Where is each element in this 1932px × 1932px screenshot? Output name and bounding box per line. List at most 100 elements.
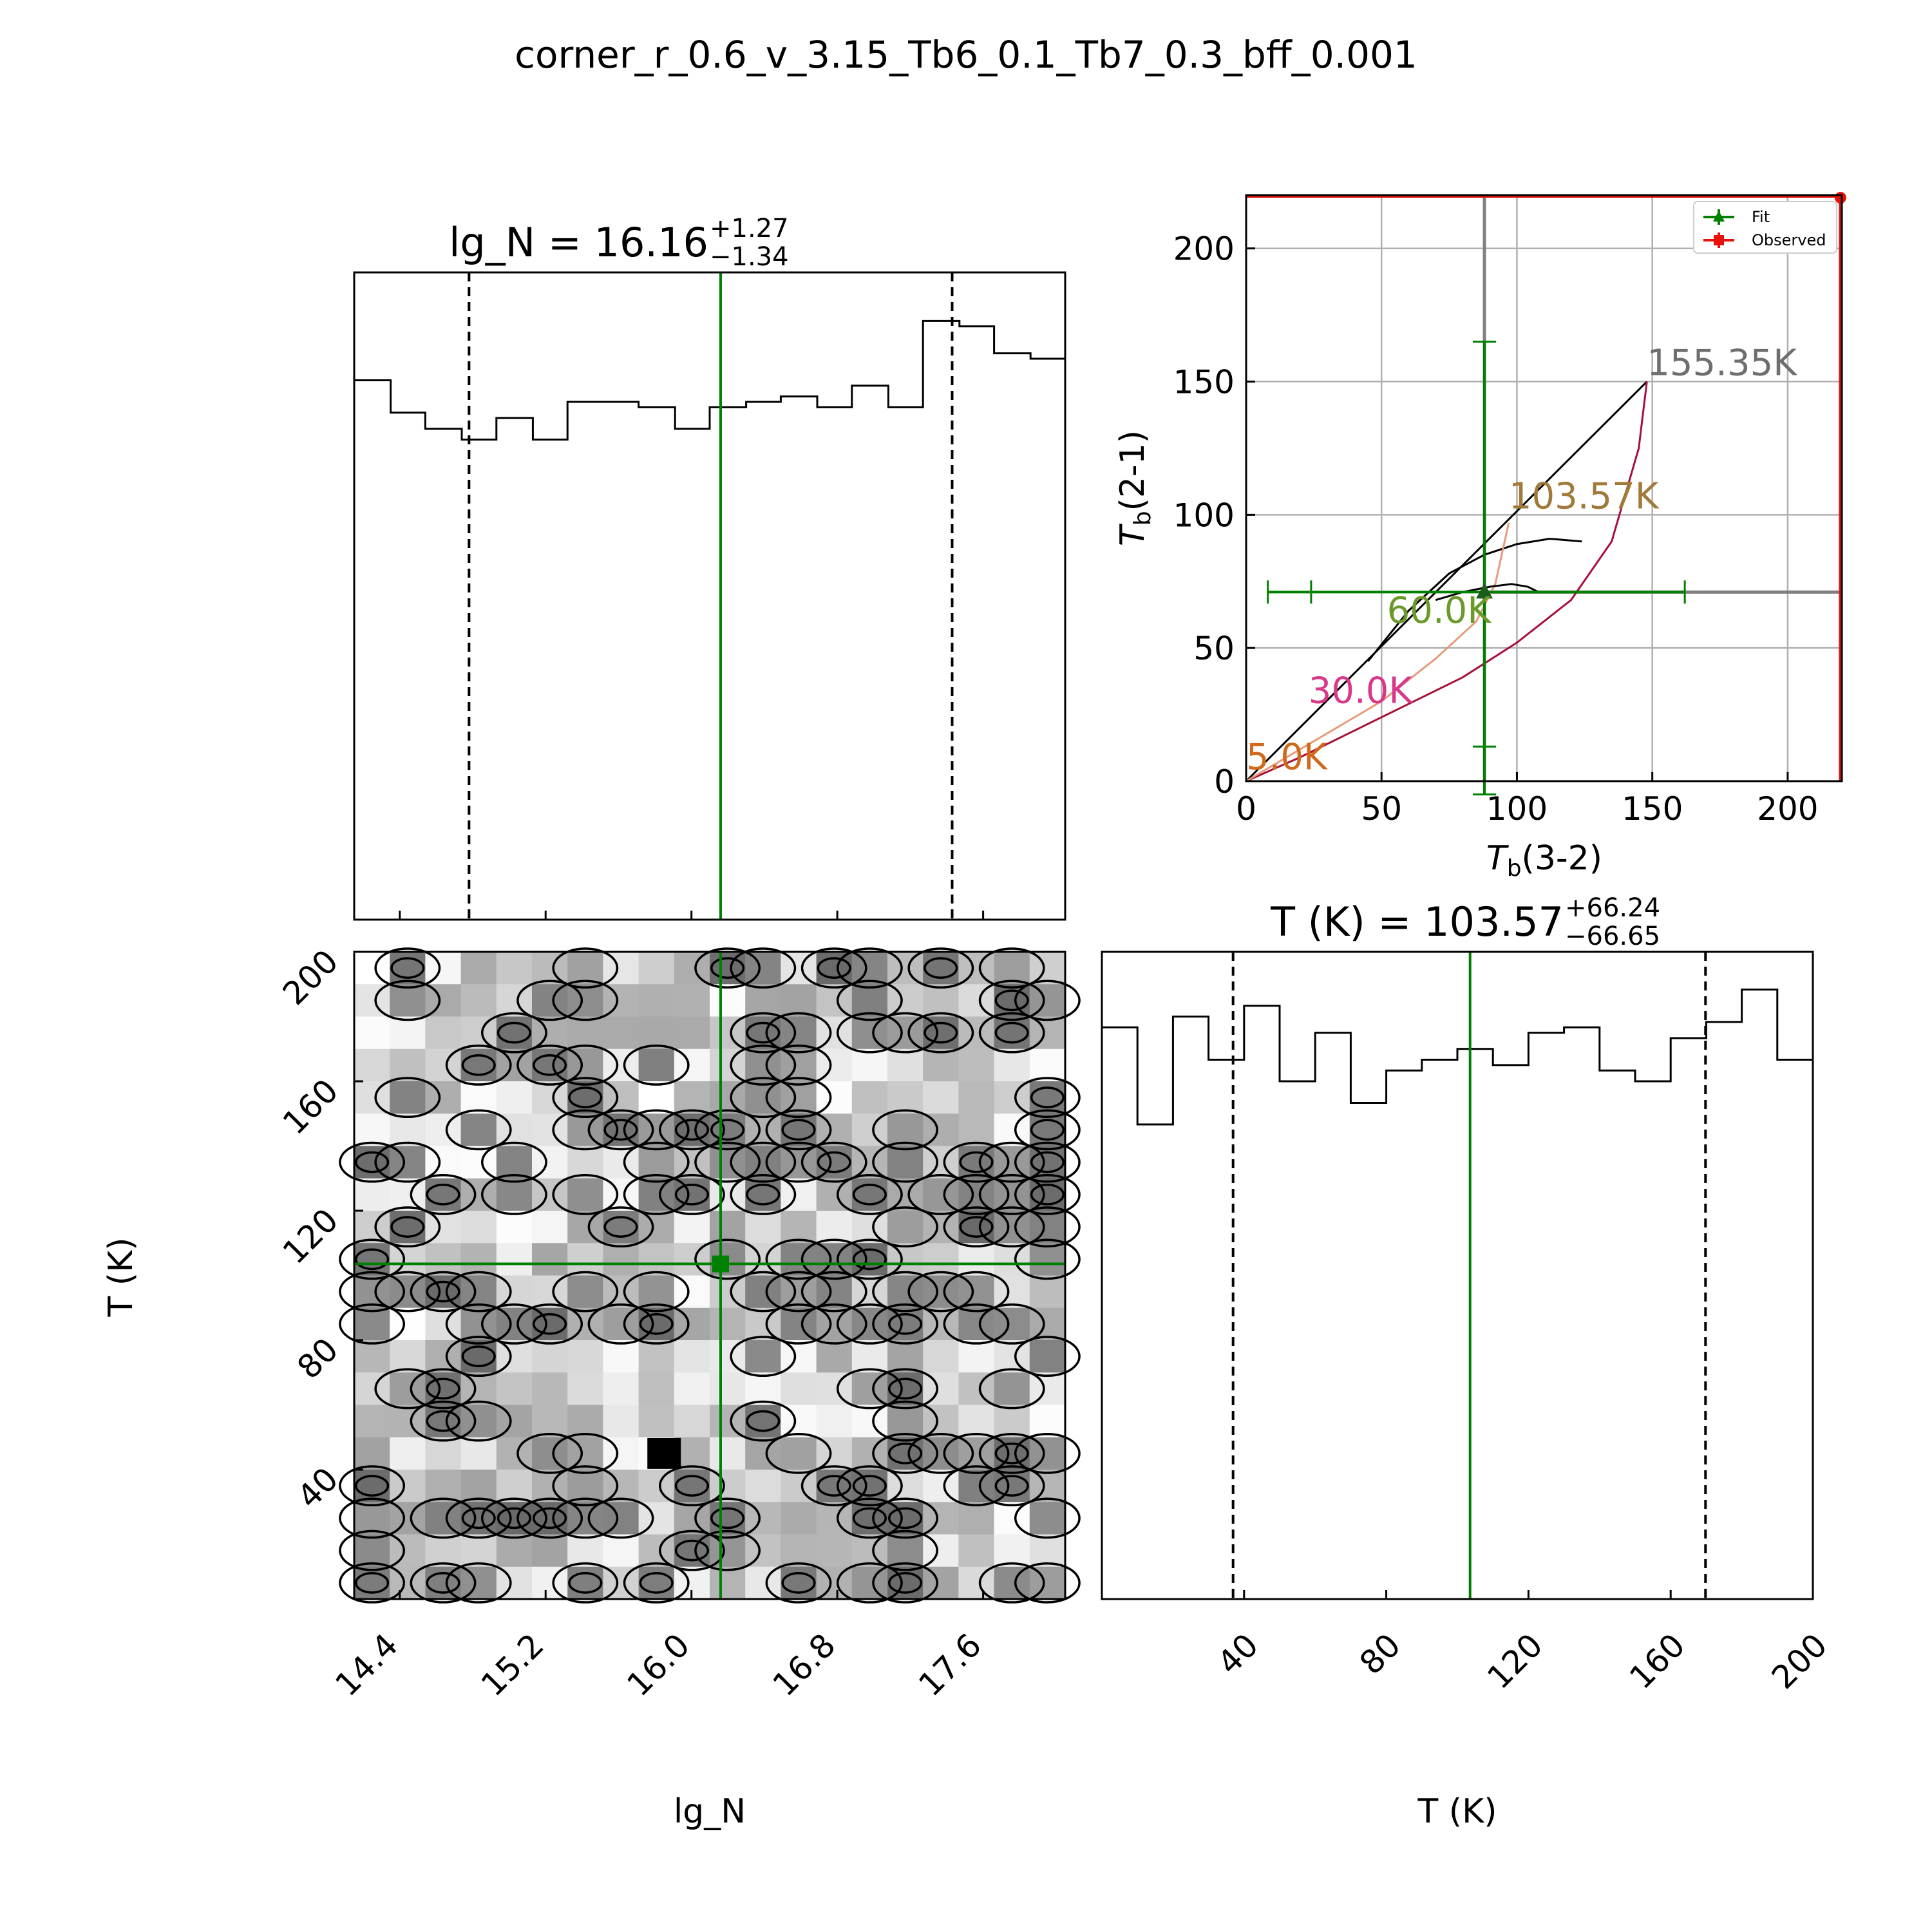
hist2d-cell bbox=[674, 1372, 710, 1406]
hist2d-cell bbox=[710, 1016, 746, 1050]
hist2d-cell bbox=[745, 1048, 781, 1082]
hist2d-cell bbox=[390, 1081, 426, 1114]
hist2d-contour bbox=[623, 1303, 690, 1345]
tb-xtick-label: 50 bbox=[1361, 790, 1402, 828]
hist2d-cell bbox=[638, 1534, 675, 1567]
hist2d-cell bbox=[674, 1146, 710, 1179]
hist2d-cell bbox=[781, 1405, 817, 1438]
hist2d-cell bbox=[887, 1502, 923, 1535]
hist2d-cell bbox=[958, 1146, 995, 1179]
hist2d-cell bbox=[958, 1307, 995, 1341]
hist2d-contour-inner bbox=[355, 1475, 390, 1497]
hist2d-cell bbox=[745, 1437, 781, 1470]
hist2d-contour bbox=[552, 1432, 619, 1474]
hist2d-cell bbox=[354, 1275, 390, 1309]
hist2d-contour bbox=[730, 1141, 797, 1183]
hist2d-contour bbox=[374, 1141, 441, 1183]
hist2d-xtick-label: 15.2 bbox=[474, 1626, 551, 1703]
hist2d-cell bbox=[496, 1016, 533, 1050]
hist2d-cell bbox=[603, 1113, 639, 1147]
hist2d-cell bbox=[1029, 1178, 1066, 1211]
hist2d-cell bbox=[851, 1081, 888, 1114]
hist2d-cell bbox=[354, 1534, 390, 1567]
hist-T-xtick-label: 40 bbox=[1210, 1626, 1265, 1681]
hist2d-contour bbox=[943, 1271, 1010, 1312]
hist2d-contour-inner bbox=[355, 1248, 390, 1271]
hist2d-contour bbox=[552, 1109, 619, 1151]
hist2d-cell bbox=[816, 1534, 853, 1567]
hist-T-xtick-label: 120 bbox=[1480, 1626, 1549, 1696]
hist2d-xtick-label: 16.0 bbox=[620, 1626, 697, 1703]
hist2d-cell bbox=[425, 1048, 462, 1082]
hist2d-ylabel: T (K) bbox=[102, 1238, 140, 1318]
hist2d-ytick-label: 80 bbox=[290, 1331, 345, 1386]
hist2d-contour bbox=[978, 1303, 1045, 1345]
hist2d-cell bbox=[567, 1081, 603, 1114]
hist-T-xtick-label: 200 bbox=[1765, 1626, 1834, 1696]
hist2d-cell bbox=[354, 1243, 390, 1276]
hist2d-cell bbox=[674, 1081, 710, 1114]
hist2d-contour bbox=[516, 980, 583, 1021]
hist2d-contour-inner bbox=[781, 1119, 816, 1141]
hist2d-cell bbox=[958, 1437, 995, 1470]
hist2d-contour-inner bbox=[923, 957, 958, 979]
hist2d-contour bbox=[978, 947, 1045, 989]
hist-T-title-sup: +66.24 bbox=[1565, 893, 1660, 923]
hist2d-xtick-label: 17.6 bbox=[911, 1626, 989, 1703]
hist2d-contour bbox=[1014, 1562, 1081, 1604]
hist2d-cell bbox=[390, 1113, 426, 1147]
hist2d-cell bbox=[958, 1372, 995, 1406]
hist2d-median-marker bbox=[712, 1255, 729, 1273]
hist2d-cell bbox=[923, 1437, 959, 1470]
hist2d-cell bbox=[532, 1275, 568, 1309]
hist2d-cell bbox=[710, 1307, 746, 1341]
hist2d-cell bbox=[390, 1502, 426, 1535]
hist2d-contour-inner bbox=[888, 1313, 923, 1335]
hist2d-cell bbox=[923, 1146, 959, 1179]
hist2d-contour bbox=[800, 1271, 867, 1312]
hist2d-cell bbox=[638, 984, 675, 1018]
hist2d-contour bbox=[800, 1465, 867, 1507]
hist2d-cell bbox=[923, 1081, 959, 1114]
hist2d-contour bbox=[552, 947, 619, 989]
hist2d-cell bbox=[923, 1307, 959, 1341]
hist2d-cell bbox=[851, 1307, 888, 1341]
hist2d-contour bbox=[836, 1497, 903, 1539]
hist2d-contour bbox=[872, 1271, 939, 1312]
hist2d-cell bbox=[1029, 1275, 1066, 1309]
hist2d-xtick-label: 14.4 bbox=[328, 1626, 406, 1703]
hist2d-cell bbox=[710, 1470, 746, 1502]
hist2d-ytick-label: 160 bbox=[276, 1072, 345, 1141]
hist2d-contour bbox=[836, 1173, 903, 1215]
hist2d-contour bbox=[552, 1562, 619, 1604]
hist2d-cell bbox=[638, 1502, 675, 1535]
hist2d-cell bbox=[745, 1534, 781, 1567]
hist2d-cell bbox=[816, 1048, 853, 1082]
hist2d-cell bbox=[496, 1146, 533, 1179]
hist2d-contour-inner bbox=[639, 1572, 674, 1594]
tb-ytick-label: 200 bbox=[1173, 231, 1235, 268]
hist2d-contour bbox=[694, 1141, 761, 1183]
hist2d-contour bbox=[836, 1238, 903, 1280]
hist2d-cell bbox=[923, 1534, 959, 1567]
hist2d-cell bbox=[390, 1178, 426, 1211]
hist2d-cell bbox=[887, 1211, 923, 1244]
hist2d-cell bbox=[923, 1016, 959, 1050]
hist2d-contour-inner bbox=[426, 1410, 460, 1432]
hist2d-cell bbox=[460, 1372, 497, 1406]
hist-T-title-base: T (K) = 103.57 bbox=[1270, 898, 1564, 945]
hist2d-contour bbox=[339, 1141, 406, 1183]
hist2d-cell bbox=[923, 1372, 959, 1406]
tb-ytick-label: 150 bbox=[1173, 364, 1235, 401]
hist2d-cell bbox=[923, 952, 959, 985]
tb-curve-0 bbox=[1245, 381, 1648, 782]
hist2d-contour bbox=[516, 1303, 583, 1345]
hist2d-cell bbox=[354, 1113, 390, 1147]
hist2d-cell bbox=[851, 1275, 888, 1309]
hist2d-cell bbox=[923, 1470, 959, 1502]
hist2d-cell bbox=[745, 984, 781, 1018]
hist2d-cell bbox=[851, 1016, 888, 1050]
hist2d-cell bbox=[816, 1372, 853, 1406]
hist2d-contour bbox=[374, 1206, 441, 1248]
hist2d-contour bbox=[730, 1044, 797, 1086]
